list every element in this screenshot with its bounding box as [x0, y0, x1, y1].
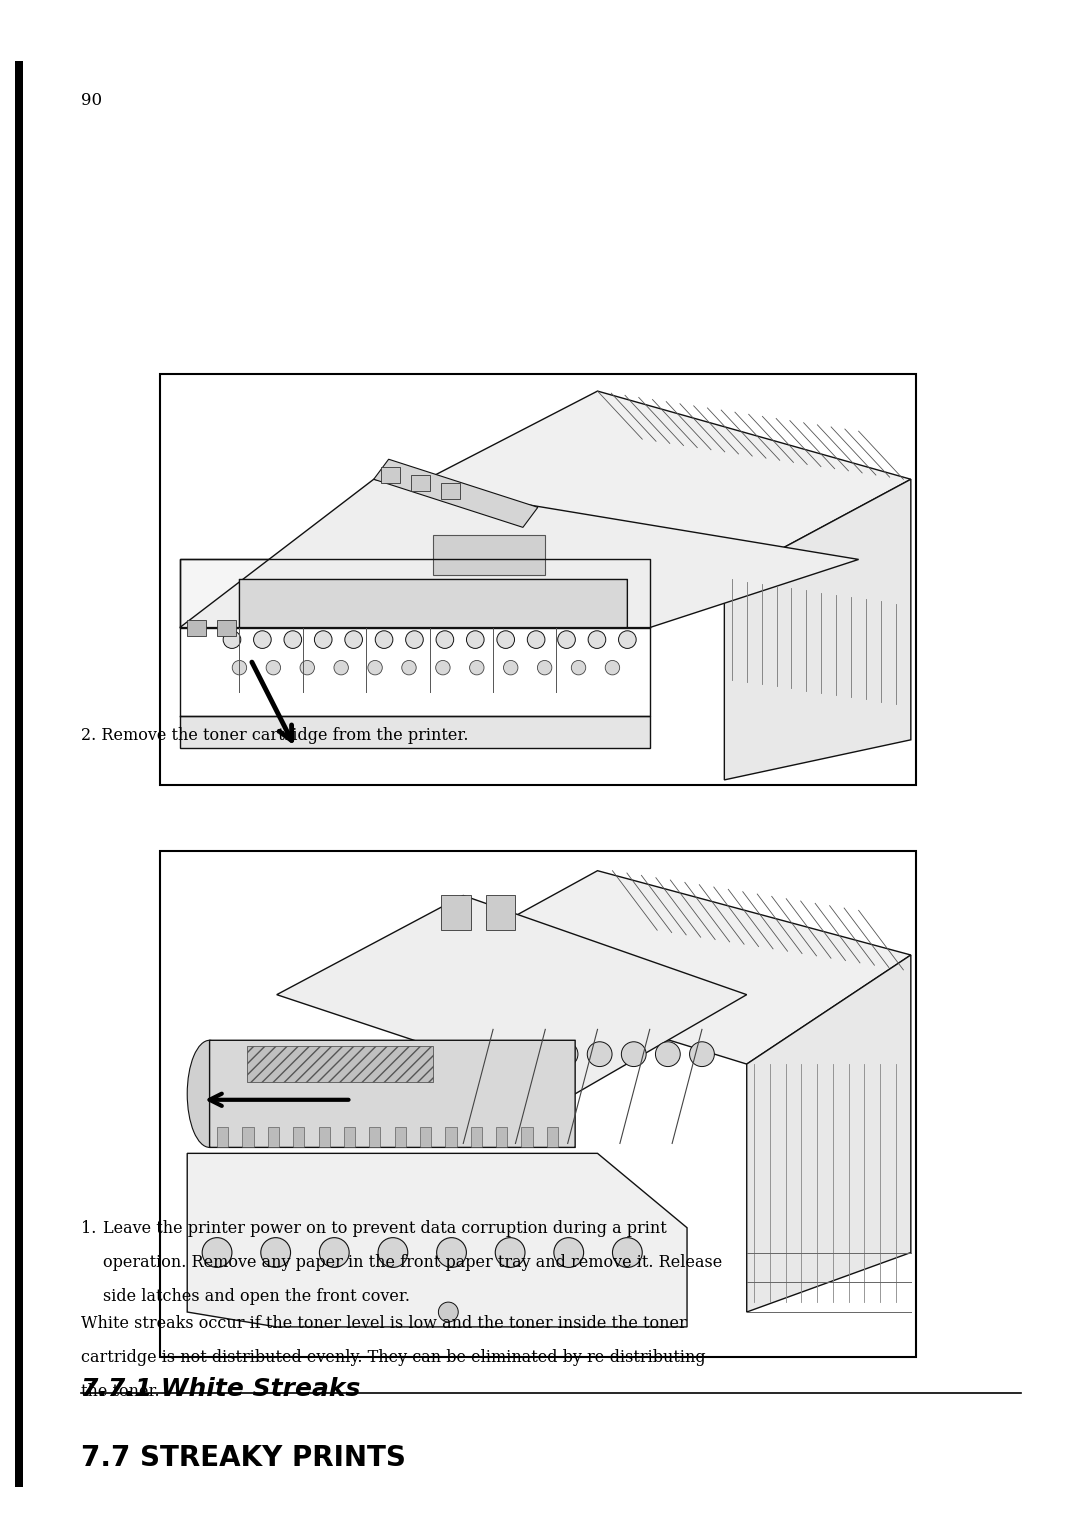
Bar: [411, 475, 430, 491]
Circle shape: [202, 1237, 232, 1268]
Bar: [522, 1127, 532, 1147]
Circle shape: [402, 661, 416, 675]
Bar: [496, 1127, 508, 1147]
Circle shape: [571, 661, 585, 675]
Text: Leave the printer power on to prevent data corruption during a print: Leave the printer power on to prevent da…: [103, 1220, 666, 1237]
Circle shape: [588, 1042, 612, 1067]
Circle shape: [519, 1042, 544, 1067]
Circle shape: [621, 1042, 646, 1067]
Bar: [369, 1127, 380, 1147]
Circle shape: [557, 630, 576, 648]
Circle shape: [284, 630, 301, 648]
Bar: [441, 483, 459, 500]
Polygon shape: [187, 1153, 687, 1328]
Circle shape: [527, 630, 545, 648]
Circle shape: [485, 1042, 510, 1067]
Polygon shape: [426, 871, 910, 1064]
Text: 7.7 STREAKY PRINTS: 7.7 STREAKY PRINTS: [81, 1444, 406, 1472]
Ellipse shape: [187, 1041, 232, 1147]
Circle shape: [605, 661, 620, 675]
Circle shape: [497, 630, 514, 648]
Bar: [546, 1127, 558, 1147]
Bar: [15, 61, 23, 1487]
Polygon shape: [179, 480, 859, 627]
Circle shape: [232, 661, 246, 675]
Bar: [247, 1046, 433, 1082]
Bar: [293, 1127, 305, 1147]
Circle shape: [619, 630, 636, 648]
Polygon shape: [404, 391, 910, 579]
Circle shape: [406, 630, 423, 648]
Circle shape: [378, 1237, 408, 1268]
Circle shape: [334, 661, 349, 675]
Circle shape: [553, 1042, 578, 1067]
Circle shape: [554, 1237, 583, 1268]
Bar: [394, 1127, 406, 1147]
Bar: [445, 1127, 457, 1147]
Circle shape: [375, 630, 393, 648]
Text: 90: 90: [81, 92, 103, 109]
Circle shape: [345, 630, 363, 648]
Circle shape: [538, 661, 552, 675]
Circle shape: [254, 630, 271, 648]
Bar: [160, 374, 916, 785]
Bar: [242, 1127, 254, 1147]
Polygon shape: [179, 716, 650, 748]
Text: White streaks occur if the toner level is low and the toner inside the toner: White streaks occur if the toner level i…: [81, 1315, 687, 1332]
Circle shape: [589, 630, 606, 648]
Bar: [441, 895, 471, 931]
Bar: [217, 619, 235, 636]
Bar: [217, 1127, 228, 1147]
Text: cartridge is not distributed evenly. They can be eliminated by re-distributing: cartridge is not distributed evenly. The…: [81, 1349, 705, 1366]
Circle shape: [320, 1237, 349, 1268]
Circle shape: [503, 661, 518, 675]
Polygon shape: [746, 955, 910, 1312]
Circle shape: [314, 630, 332, 648]
Circle shape: [612, 1237, 643, 1268]
Bar: [187, 619, 206, 636]
Polygon shape: [725, 480, 910, 780]
Circle shape: [260, 1237, 291, 1268]
Circle shape: [436, 630, 454, 648]
Text: side latches and open the front cover.: side latches and open the front cover.: [103, 1288, 410, 1305]
Polygon shape: [374, 460, 538, 527]
Bar: [268, 1127, 279, 1147]
Circle shape: [266, 661, 281, 675]
Circle shape: [436, 1237, 467, 1268]
Text: 7.7.1 White Streaks: 7.7.1 White Streaks: [81, 1377, 361, 1401]
Circle shape: [224, 630, 241, 648]
Circle shape: [300, 661, 314, 675]
Bar: [420, 1127, 431, 1147]
Text: operation. Remove any paper in the front paper tray and remove it. Release: operation. Remove any paper in the front…: [103, 1254, 723, 1271]
Bar: [433, 535, 545, 575]
Bar: [160, 851, 916, 1357]
Bar: [381, 468, 400, 483]
Circle shape: [656, 1042, 680, 1067]
Text: 1.: 1.: [81, 1220, 96, 1237]
FancyBboxPatch shape: [210, 1041, 576, 1147]
Bar: [471, 1127, 482, 1147]
Bar: [343, 1127, 355, 1147]
Circle shape: [689, 1042, 714, 1067]
Bar: [486, 895, 515, 931]
Polygon shape: [179, 560, 650, 627]
FancyBboxPatch shape: [240, 579, 627, 627]
Text: the toner.: the toner.: [81, 1383, 160, 1400]
Circle shape: [368, 661, 382, 675]
Circle shape: [435, 661, 450, 675]
Polygon shape: [276, 895, 746, 1095]
Text: 2. Remove the toner cartridge from the printer.: 2. Remove the toner cartridge from the p…: [81, 727, 469, 744]
Bar: [319, 1127, 329, 1147]
Circle shape: [496, 1237, 525, 1268]
Circle shape: [438, 1302, 458, 1321]
Circle shape: [470, 661, 484, 675]
Circle shape: [467, 630, 484, 648]
Circle shape: [450, 1042, 475, 1067]
